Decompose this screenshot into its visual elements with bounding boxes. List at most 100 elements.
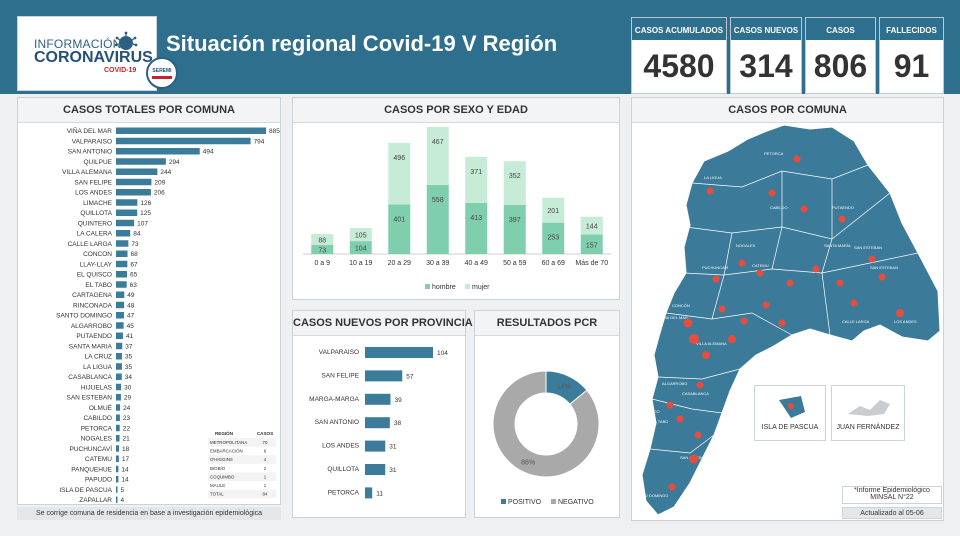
comuna-bar [116,178,152,186]
logo: INFORMACIÓN CORONAVIRUS COVID-19 [17,16,157,91]
comuna-bar [116,127,266,134]
provincia-bar [365,417,390,429]
comuna-value: 4 [121,497,125,503]
comuna-label: CONCON [83,251,112,258]
provincia-label: LOS ANDES [322,443,360,450]
comuna-label: SAN ANTONIO [68,149,112,156]
pcr-legend-swatch-negativo [551,499,556,504]
bar-mujer [426,127,449,185]
comuna-value: 67 [130,261,138,268]
svg-text:SANTA MARÍA: SANTA MARÍA [824,243,851,248]
provincia-label: SAN FELIPE [321,372,359,379]
comuna-bar [116,404,121,411]
comuna-bar [116,363,122,370]
svg-text:NOGALES: NOGALES [736,243,756,248]
svg-text:EL TABO: EL TABO [652,419,668,424]
svg-text:CONCÓN: CONCÓN [672,303,690,308]
comuna-label: PANQUEHUE [71,466,112,473]
comuna-bar [116,424,120,432]
bar-value-hombre: 401 [393,216,405,223]
table-cell-region: O'HIGGINS [210,457,233,462]
comuna-bar [116,209,138,216]
kpi-value: 4580 [643,48,715,84]
bar-hombre [426,184,449,254]
comuna-bar-chart: VIÑA DEL MAR 885 VALPARAISO 794 SAN ANTONIO 4… [56,126,280,503]
pcr-slice-negativo [492,370,600,478]
informe-line2: MINSAL N°22 [870,494,914,501]
comuna-label: CASABLANCA [68,374,112,381]
comuna-value: 24 [123,405,131,412]
pascua-shape [779,396,805,418]
map-labels: PETORCA LA LIGUA CABILDO PUTAENDO SAN ES… [634,151,917,498]
comuna-value: 48 [127,302,135,309]
comuna-value: 41 [126,333,134,340]
panel-title: CASOS TOTALES POR COMUNA [18,98,280,123]
comuna-label: HIJUELAS [81,384,113,391]
comuna-value: 244 [160,169,171,176]
comuna-bar [116,250,128,257]
provincia-value: 31 [389,444,397,451]
provincia-value: 38 [394,420,402,427]
comuna-bar [116,168,158,175]
kpi-casos-acumulados: CASOS ACUMULADOS 4580 [631,17,727,94]
comuna-label: LLAY-LLAY [80,261,113,268]
bar-value-mujer: 144 [586,224,598,231]
svg-text:CATEMU: CATEMU [752,263,769,268]
pcr-legend-label: POSITIVO [508,499,542,506]
comuna-value: 35 [125,354,133,361]
svg-text:CALLE LARGA: CALLE LARGA [842,319,870,324]
comuna-label: PETORCA [81,425,113,432]
comuna-label: VILLA ALEMANA [62,169,113,176]
provincia-value: 104 [437,350,448,357]
bar-value-hombre: 104 [355,246,367,253]
comuna-bar [116,435,120,442]
comuna-label: CARTAGENA [72,292,113,299]
comuna-bar [116,281,127,288]
logo-line3: COVID-19 [104,67,137,74]
kpi-fallecidos: FALLECIDOS 91 [879,17,944,94]
bar-value-mujer: 352 [509,173,521,180]
comuna-label: CABILDO [83,415,112,422]
virus-icon [114,31,138,50]
table-cell-casos: 6 [264,449,267,454]
bar-hombre [388,204,411,254]
comuna-value: 18 [122,446,130,453]
table-cell-casos: 84 [263,492,268,497]
comuna-value: 17 [122,456,130,463]
comuna-value: 34 [125,374,133,381]
comuna-value: 68 [131,251,139,258]
seremi-label: SEREMI [152,68,172,74]
comuna-value: 126 [140,200,151,207]
comuna-value: 49 [127,292,135,299]
bar-hombre [503,204,526,254]
x-tick-label: 30 a 39 [426,260,449,267]
comuna-label: QUILLOTA [80,210,112,217]
x-tick-label: 10 a 19 [349,260,372,267]
svg-text:SAN ESTEBAN: SAN ESTEBAN [854,245,882,250]
comuna-bar [116,322,124,329]
comuna-bar [116,240,129,247]
comuna-label: PUTAENDO [76,333,112,340]
table-row-bg [208,472,276,481]
comuna-bar [116,353,122,360]
logo-line2: CORONAVIRUS [34,49,153,66]
bar-mujer [542,197,565,223]
bar-value-mujer: 201 [547,208,559,215]
comuna-label: ISLA DE PASCUA [59,487,112,494]
map-markers [666,155,904,491]
provincia-bar [365,487,373,499]
comuna-bar [116,230,131,237]
panel-title: RESULTADOS PCR [475,311,619,336]
comuna-value: 494 [203,149,214,156]
provincia-label: VALPARAISO [319,349,359,356]
comuna-bar [116,148,200,155]
comuna-bar [116,158,166,165]
provincia-bar [365,393,391,405]
bar-value-mujer: 105 [355,233,367,240]
legend-label-mujer: mujer [472,284,490,291]
bar-hombre [580,234,603,254]
panel-title: CASOS NUEVOS POR PROVINCIA [293,311,473,336]
comuna-bar [116,445,120,452]
comuna-label: RINCONADA [73,302,113,309]
comuna-value: 294 [169,159,180,166]
